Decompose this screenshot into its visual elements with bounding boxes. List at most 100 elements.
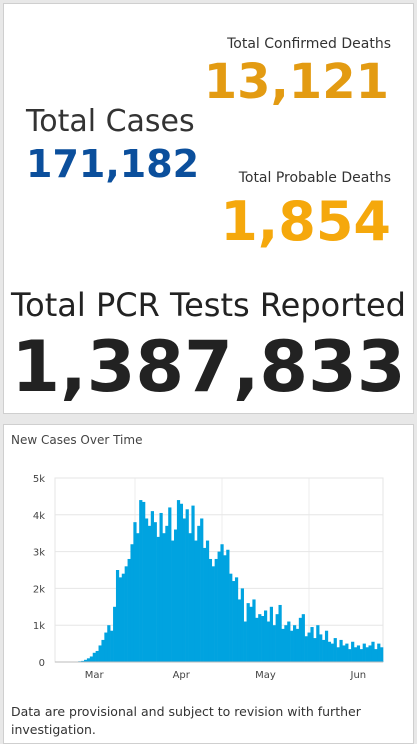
bar <box>258 614 262 662</box>
bar <box>333 638 337 662</box>
bar <box>348 649 352 662</box>
bar <box>217 551 221 662</box>
bar <box>310 627 314 662</box>
bar <box>101 639 105 662</box>
bar <box>86 658 91 662</box>
bar <box>144 518 149 662</box>
bar <box>339 639 343 662</box>
bar <box>293 625 297 662</box>
bar <box>243 621 247 662</box>
bar <box>139 500 143 662</box>
bar <box>171 540 175 662</box>
bar <box>214 558 218 662</box>
bar <box>194 540 198 662</box>
bar <box>165 525 169 662</box>
x-tick-label: Mar <box>85 670 105 681</box>
bar <box>322 639 326 662</box>
bar <box>287 621 291 662</box>
bar <box>130 544 134 662</box>
bar <box>313 638 317 662</box>
x-tick-label: May <box>255 670 276 681</box>
bar <box>104 632 108 662</box>
bar <box>301 614 305 662</box>
bar <box>377 643 381 662</box>
bar <box>133 522 137 662</box>
bar <box>234 577 239 662</box>
bar <box>95 650 99 662</box>
bar <box>232 581 236 662</box>
bar <box>182 518 186 662</box>
bar <box>208 558 213 662</box>
bar <box>263 610 268 662</box>
bar <box>356 645 361 662</box>
bar <box>336 647 340 662</box>
bar <box>351 641 355 662</box>
bar <box>205 540 210 662</box>
bar <box>197 525 201 662</box>
y-tick-label: 3k <box>33 548 45 559</box>
bar <box>174 529 178 662</box>
bar <box>98 645 102 662</box>
bar <box>127 558 131 662</box>
chart: 0 1k 2k 3k 4k 5k Mar Apr May Jun <box>33 474 384 681</box>
bar <box>203 547 207 662</box>
bar <box>316 625 320 662</box>
stat-value: 1,854 <box>220 190 391 253</box>
y-tick-label: 1k <box>33 621 45 632</box>
bar <box>147 525 152 662</box>
bar <box>295 628 300 662</box>
bar <box>162 533 166 662</box>
bar <box>81 660 85 662</box>
bar <box>327 641 332 662</box>
bar <box>304 636 308 662</box>
bar <box>226 549 230 662</box>
bar <box>342 645 346 662</box>
bar <box>200 518 204 662</box>
bar <box>307 632 311 662</box>
bar <box>176 500 181 662</box>
bar <box>229 573 233 662</box>
bar <box>272 625 276 662</box>
bar <box>237 599 242 662</box>
x-tick-label: Jun <box>350 670 367 681</box>
bar <box>240 588 244 662</box>
bar <box>150 511 154 662</box>
bar <box>249 606 253 662</box>
bar <box>223 555 227 662</box>
bar <box>319 634 323 662</box>
bar <box>115 570 120 662</box>
bar <box>290 630 294 662</box>
bar <box>298 617 303 662</box>
bar <box>368 645 372 662</box>
stat-label: Total Cases <box>26 104 195 139</box>
bar <box>353 647 358 662</box>
bar <box>278 604 282 662</box>
bar <box>89 656 94 662</box>
footnote: Data are provisional and subject to revi… <box>11 704 361 737</box>
bar <box>374 649 378 662</box>
y-tick-label: 4k <box>33 511 45 522</box>
bar <box>179 503 184 662</box>
bar <box>365 647 369 662</box>
bar <box>220 544 224 662</box>
bar <box>275 614 279 662</box>
stats-panel: Total Confirmed Deaths 13,121 Total Case… <box>3 3 414 414</box>
stat-label: Total PCR Tests Reported <box>11 286 406 324</box>
y-tick-label: 0 <box>39 658 45 669</box>
bar <box>246 603 250 662</box>
bar <box>324 630 329 662</box>
bar <box>380 647 384 662</box>
x-tick-label: Apr <box>173 670 191 681</box>
bar <box>142 501 146 662</box>
bar <box>188 533 192 662</box>
bar <box>211 566 215 662</box>
bar <box>107 625 111 662</box>
chart-title: New Cases Over Time <box>11 433 143 447</box>
bar <box>266 621 271 662</box>
stat-label: Total Probable Deaths <box>238 170 391 186</box>
bar <box>118 577 123 662</box>
bar <box>330 643 334 662</box>
bar <box>269 606 273 662</box>
bar <box>156 536 160 662</box>
bar <box>110 630 114 662</box>
